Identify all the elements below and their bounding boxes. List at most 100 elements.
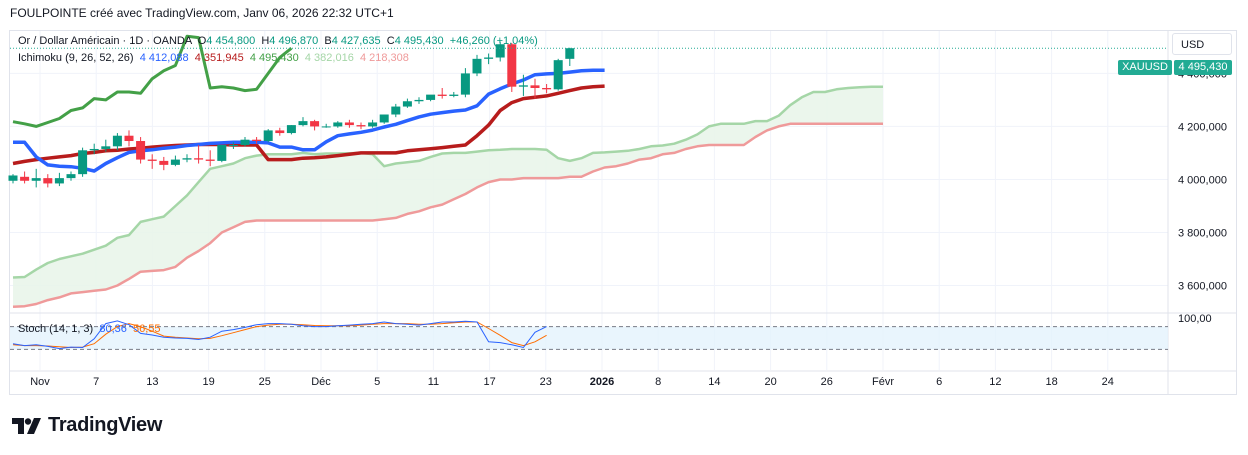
- time-axis-label: Déc: [311, 376, 331, 388]
- stoch-label[interactable]: Stoch (14, 1, 3): [18, 323, 94, 335]
- time-axis-label: 18: [1045, 376, 1057, 388]
- tradingview-logo: TradingView: [12, 414, 162, 437]
- close-value: 4 495,430: [394, 35, 444, 47]
- candle-body: [472, 58, 482, 74]
- candle-body: [54, 178, 64, 184]
- candle-body: [20, 176, 30, 181]
- ohlc-legend: Or / Dollar Américain · 1D · OANDA O4 45…: [18, 35, 538, 47]
- low-label: B: [324, 35, 332, 47]
- candle-body: [356, 125, 366, 127]
- ichimoku-base-value: 4 351,945: [194, 52, 244, 64]
- time-axis-label: 13: [146, 376, 158, 388]
- high-value: 4 496,870: [269, 35, 319, 47]
- price-tick-label: 4 200,000: [1178, 121, 1227, 133]
- ichimoku-lagging-span: [12, 34, 293, 128]
- time-axis-label: 14: [708, 376, 720, 388]
- candle-body: [333, 122, 343, 127]
- candle-body: [495, 44, 505, 58]
- ichimoku-conversion-line: [13, 68, 605, 173]
- candle-body: [194, 158, 204, 160]
- candle-body: [553, 60, 563, 90]
- candle-body: [112, 135, 122, 147]
- candle-body: [321, 126, 331, 128]
- time-axis-label: 24: [1102, 376, 1114, 388]
- candle-body: [89, 148, 99, 151]
- candle-body: [182, 158, 192, 160]
- stoch-legend: Stoch (14, 1, 3) 80,36 56,55: [18, 323, 161, 335]
- ichimoku-cloud: [13, 86, 883, 307]
- tradingview-logo-icon: [12, 417, 41, 434]
- ichimoku-conversion-value: 4 412,088: [139, 52, 189, 64]
- ichimoku-span-a-value: 4 382,016: [304, 52, 354, 64]
- candle-body: [460, 73, 470, 95]
- tradingview-wordmark: TradingView: [48, 414, 163, 436]
- ichimoku-span-b-value: 4 218,308: [359, 52, 409, 64]
- last-price-tag: 4 495,430: [1174, 60, 1232, 75]
- chart-frame: [9, 30, 1237, 395]
- candle-body: [344, 122, 354, 126]
- candle-body: [228, 144, 238, 146]
- open-label: O: [197, 35, 207, 47]
- time-axis-label: 26: [821, 376, 833, 388]
- candle-body: [275, 130, 285, 134]
- candle-body: [170, 159, 180, 165]
- open-value: 4 454,800: [206, 35, 256, 47]
- time-axis-label: 25: [259, 376, 271, 388]
- ichimoku-legend: Ichimoku (9, 26, 52, 26) 4 412,088 4 351…: [18, 52, 409, 64]
- candle-body: [66, 174, 76, 179]
- time-axis-label: 2026: [590, 376, 614, 388]
- candle-body: [449, 94, 459, 96]
- time-axis-label: 23: [540, 376, 552, 388]
- time-axis-label: 17: [483, 376, 495, 388]
- time-axis-label: 12: [989, 376, 1001, 388]
- candle-body: [391, 106, 401, 115]
- stoch-d-line: [12, 321, 547, 349]
- candle-body: [402, 101, 412, 107]
- ichimoku-label[interactable]: Ichimoku (9, 26, 52, 26): [18, 52, 134, 64]
- candle-body: [101, 146, 111, 149]
- stoch-k-line: [12, 320, 547, 350]
- candle-body: [507, 44, 517, 87]
- candle-body: [530, 85, 540, 88]
- low-value: 4 427,635: [331, 35, 381, 47]
- time-axis-label: 6: [936, 376, 942, 388]
- candle-body: [124, 135, 134, 142]
- time-axis-label: 20: [764, 376, 776, 388]
- stoch-band: [10, 326, 1168, 350]
- time-axis-label: 8: [655, 376, 661, 388]
- candle-body: [426, 94, 436, 100]
- candle-body: [484, 57, 494, 59]
- candle-body: [263, 130, 273, 142]
- high-label: H: [261, 35, 270, 47]
- candle-body: [310, 121, 320, 127]
- candle-body: [78, 150, 88, 175]
- close-label: C: [386, 35, 395, 47]
- candle-body: [159, 160, 169, 165]
- candle-body: [542, 87, 552, 90]
- price-tick-label: 3 800,000: [1178, 227, 1227, 239]
- symbol-label[interactable]: Or / Dollar Américain · 1D · OANDA: [18, 35, 192, 47]
- candle-body: [240, 139, 250, 145]
- time-axis-label: 7: [93, 376, 99, 388]
- time-axis-label: 19: [202, 376, 214, 388]
- candle-body: [368, 122, 378, 127]
- time-axis-label: 11: [428, 376, 439, 388]
- candle-body: [414, 99, 424, 102]
- candle-body: [31, 178, 41, 181]
- currency-selector[interactable]: USD: [1172, 33, 1232, 55]
- symbol-tag: XAUUSD: [1118, 60, 1172, 75]
- ichimoku-leading-span-a: [12, 85, 883, 279]
- stoch-d-value: 56,55: [133, 323, 161, 335]
- ichimoku-lagging-value: 4 495,430: [249, 52, 299, 64]
- candle-body: [286, 125, 296, 134]
- chart-title: FOULPOINTE créé avec TradingView.com, Ja…: [10, 6, 394, 20]
- candle-body: [252, 139, 262, 142]
- candle-body: [205, 159, 215, 161]
- time-axis-label: Févr: [872, 376, 894, 388]
- ichimoku-leading-span-b: [12, 122, 883, 308]
- candle-body: [8, 175, 18, 181]
- stoch-tick-label: 100,00: [1178, 313, 1212, 325]
- price-tick-label: 3 600,000: [1178, 280, 1227, 292]
- candle-body: [43, 178, 53, 184]
